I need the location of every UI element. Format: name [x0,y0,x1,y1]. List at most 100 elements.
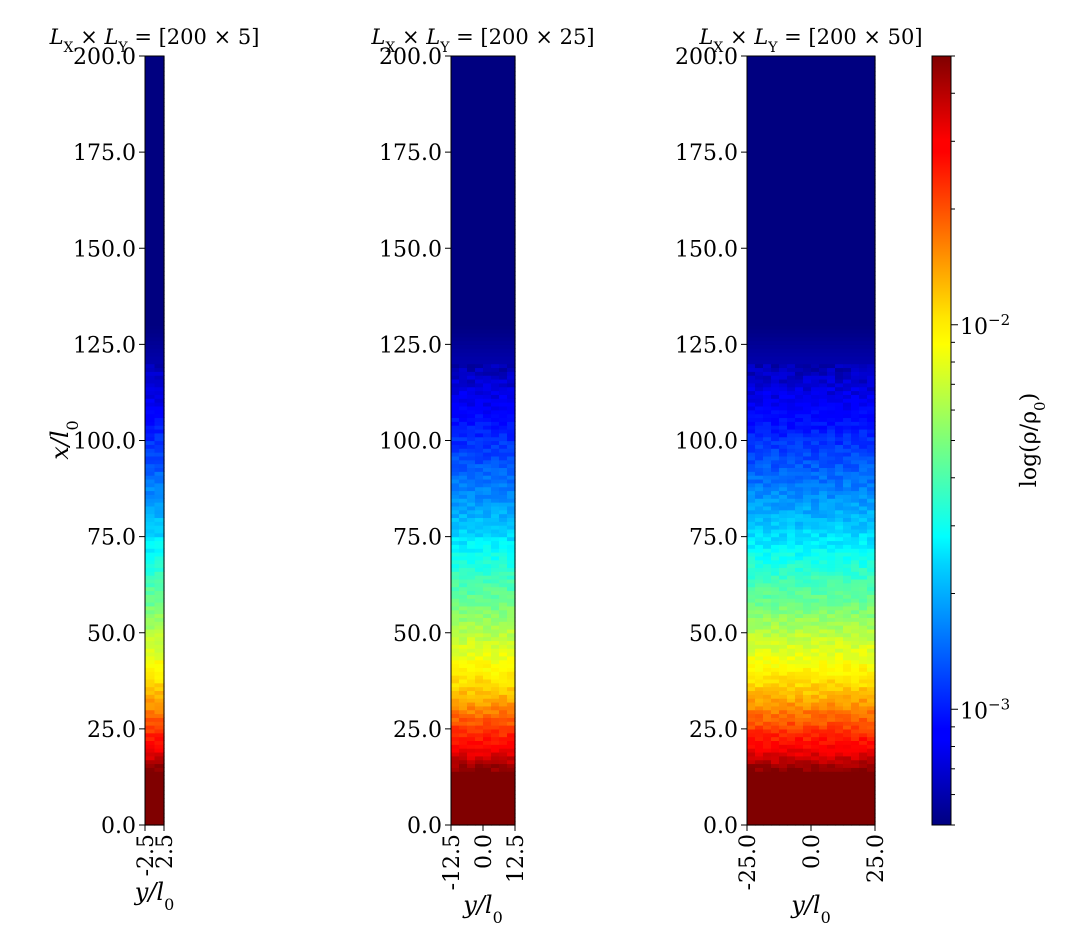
heatmap-cell [145,190,156,196]
heatmap-cell [451,467,460,472]
heatmap-cell [763,282,772,288]
heatmap-cell [491,632,500,638]
heatmap-cell [467,428,476,434]
heatmap-cell [795,355,804,361]
heatmap-cell [795,236,804,242]
heatmap-cell [771,486,780,492]
heatmap-cell [763,821,772,826]
heatmap-cell [755,659,764,665]
heatmap-cell [803,325,812,330]
heatmap-cell [779,621,788,626]
heatmap-cell [507,394,516,399]
heatmap-cell [787,336,796,342]
heatmap-cell [779,552,788,557]
heatmap-cell [459,521,468,526]
heatmap-cell [859,644,868,649]
heatmap-cell [827,175,836,180]
heatmap-cell [755,725,764,730]
heatmap-cell [835,444,844,449]
heatmap-cell [827,644,836,649]
heatmap-cell [787,159,796,165]
heatmap-cell [467,582,476,588]
heatmap-cell [145,575,156,580]
heatmap-cell [827,705,836,711]
heatmap-cell [771,302,780,307]
heatmap-cell [811,255,820,261]
heatmap-cell [827,413,836,419]
heatmap-cell [507,209,516,215]
heatmap-cell [475,452,484,457]
heatmap-cell [787,705,796,711]
heatmap-cell [843,740,852,745]
heatmap-cell [507,436,516,442]
heatmap-cell [851,475,860,480]
heatmap-cell [851,213,860,219]
heatmap-cell [154,159,165,165]
heatmap-cell [851,221,860,226]
heatmap-cell [747,682,756,688]
heatmap-cell [499,113,508,119]
heatmap-cell [835,717,844,722]
heatmap-cell [154,152,165,157]
heatmap-cell [467,382,476,388]
heatmap-cell [755,355,764,361]
heatmap-cell [811,229,820,234]
heatmap-cell [475,682,484,688]
heatmap-cell [835,125,844,130]
heatmap-cell [499,344,508,349]
heatmap-cell [859,182,868,188]
heatmap-cell [835,140,844,146]
heatmap-cell [747,540,756,545]
heatmap-cell [483,444,492,449]
heatmap-cell [771,455,780,461]
heatmap-cell [803,386,812,392]
heatmap-cell [483,528,492,534]
heatmap-cell [779,202,788,207]
heatmap-cell [145,94,156,99]
heatmap-cell [747,459,756,465]
heatmap-cell [459,98,468,103]
heatmap-cell [811,413,820,419]
y-tick-label: 200.0 [73,45,136,70]
heatmap-cell [787,709,796,715]
heatmap-cell [811,302,820,307]
heatmap-cell [795,152,804,157]
heatmap-cell [835,805,844,811]
heatmap-cell [803,440,812,445]
heatmap-cell [459,144,468,149]
heatmap-cell [819,348,828,353]
heatmap-cell [755,298,764,303]
heatmap-cell [851,467,860,472]
heatmap-cell [467,175,476,180]
heatmap-cell [763,782,772,788]
heatmap-cell [779,782,788,788]
heatmap-cell [763,221,772,226]
heatmap-cell [803,821,812,826]
heatmap-cell [859,186,868,192]
heatmap-cell [787,517,796,522]
heatmap-cell [787,444,796,449]
heatmap-cell [779,328,788,334]
heatmap-cell [779,740,788,745]
heatmap-cell [803,686,812,692]
heatmap-cell [154,294,165,299]
heatmap-cell [771,767,780,772]
heatmap-cell [867,486,876,492]
heatmap-cell [851,563,860,568]
heatmap-cell [483,432,492,438]
heatmap-cell [771,675,780,680]
heatmap-cell [755,248,764,253]
heatmap-cell [811,694,820,699]
heatmap-cell [755,675,764,680]
heatmap-cell [819,132,828,138]
heatmap-cell [851,778,860,784]
heatmap-cell [507,313,516,319]
heatmap-cell [483,590,492,595]
heatmap-cell [763,517,772,522]
heatmap-cell [835,448,844,453]
heatmap-cell [795,267,804,272]
heatmap-cell [843,801,852,807]
heatmap-cell [827,521,836,526]
heatmap-cell [475,748,484,753]
heatmap-cell [483,355,492,361]
